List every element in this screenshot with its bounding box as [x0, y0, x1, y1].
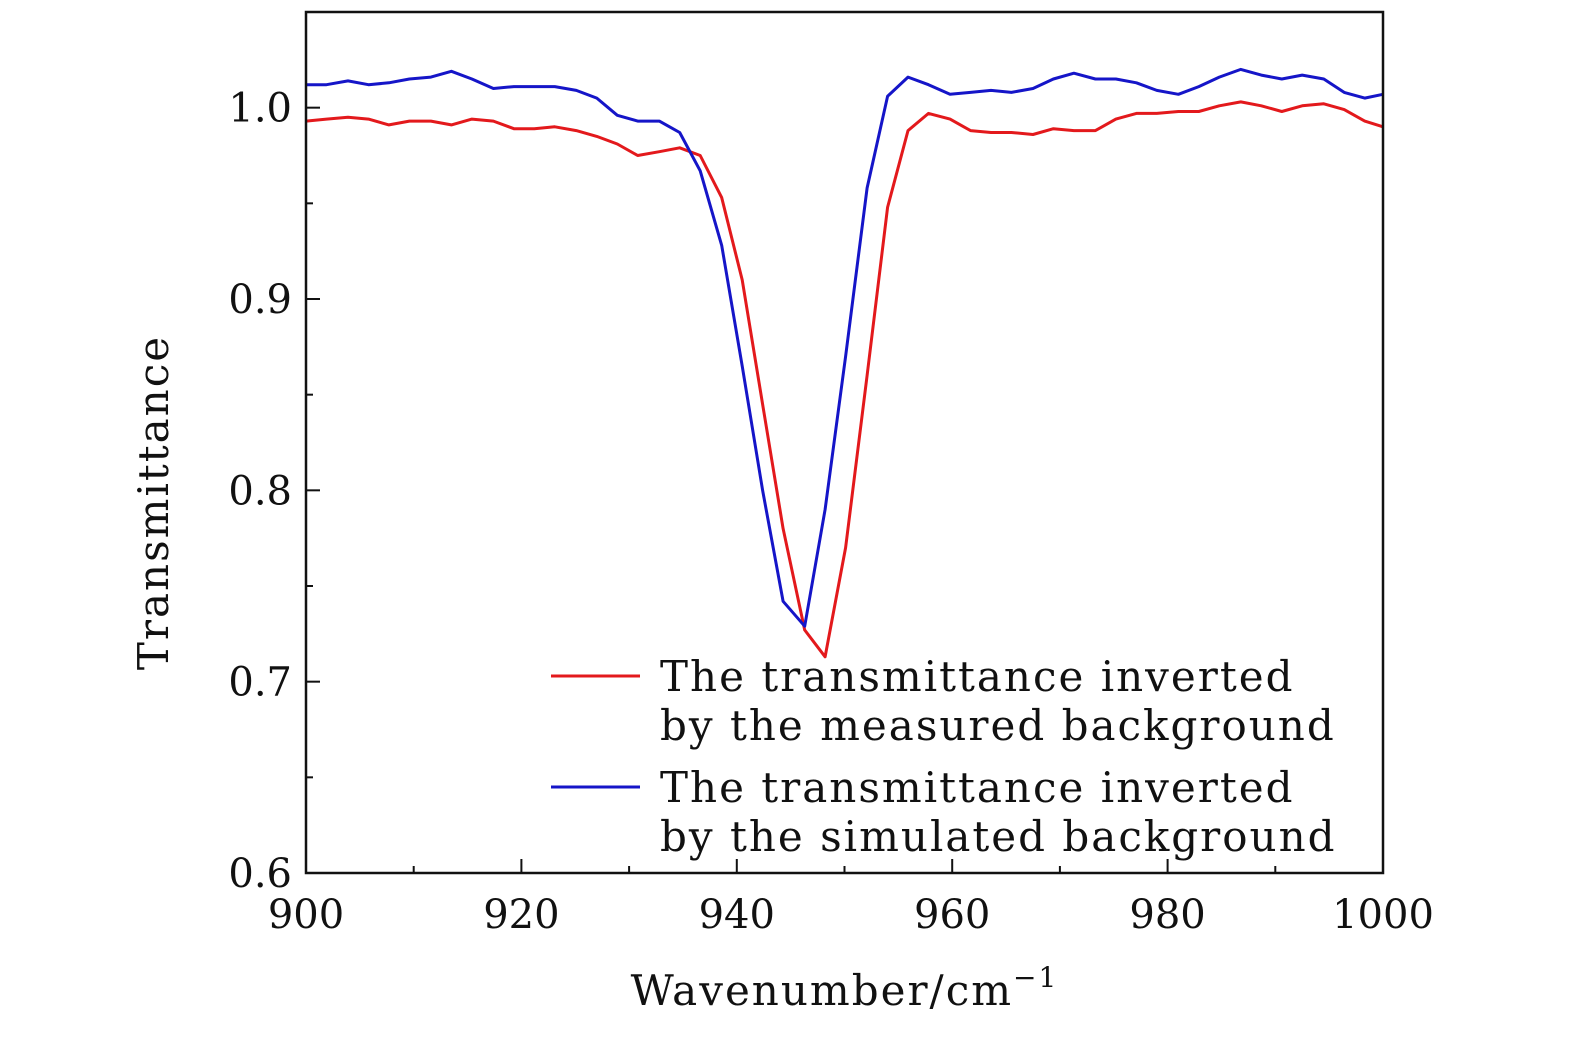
legend-label-2: by the simulated background — [660, 812, 1337, 861]
ticks-layer: 900 920 940 960 980 1000 0.6 0.7 0.8 0.9 1.0 — [228, 86, 1434, 938]
series-line-1 — [305, 100, 1384, 659]
legend-label-1: The transmittance inverted — [660, 652, 1294, 701]
y-tick-label: 0.8 — [228, 468, 292, 514]
series-layer — [305, 67, 1384, 659]
y-axis-label: Transmittance — [129, 335, 178, 670]
legend-label-2: The transmittance inverted — [660, 763, 1294, 812]
legend-label-1: by the measured background — [660, 701, 1336, 750]
y-tick-label: 0.6 — [228, 851, 292, 897]
x-axis-label: Wavenumber/cm−1 — [631, 961, 1059, 1015]
x-axis-label-superscript: −1 — [1013, 961, 1058, 994]
x-tick-label: 980 — [1129, 892, 1205, 938]
y-tick-label: 1.0 — [228, 86, 292, 132]
y-tick-label: 0.9 — [228, 277, 292, 323]
x-tick-label: 1000 — [1332, 892, 1434, 938]
x-tick-label: 900 — [268, 892, 344, 938]
x-tick-label: 960 — [914, 892, 990, 938]
x-tick-label: 940 — [699, 892, 775, 938]
x-tick-label: 920 — [483, 892, 559, 938]
x-axis-label-main: Wavenumber/cm — [631, 966, 1013, 1015]
series-line-2 — [306, 67, 1384, 628]
y-tick-label: 0.7 — [228, 660, 292, 706]
